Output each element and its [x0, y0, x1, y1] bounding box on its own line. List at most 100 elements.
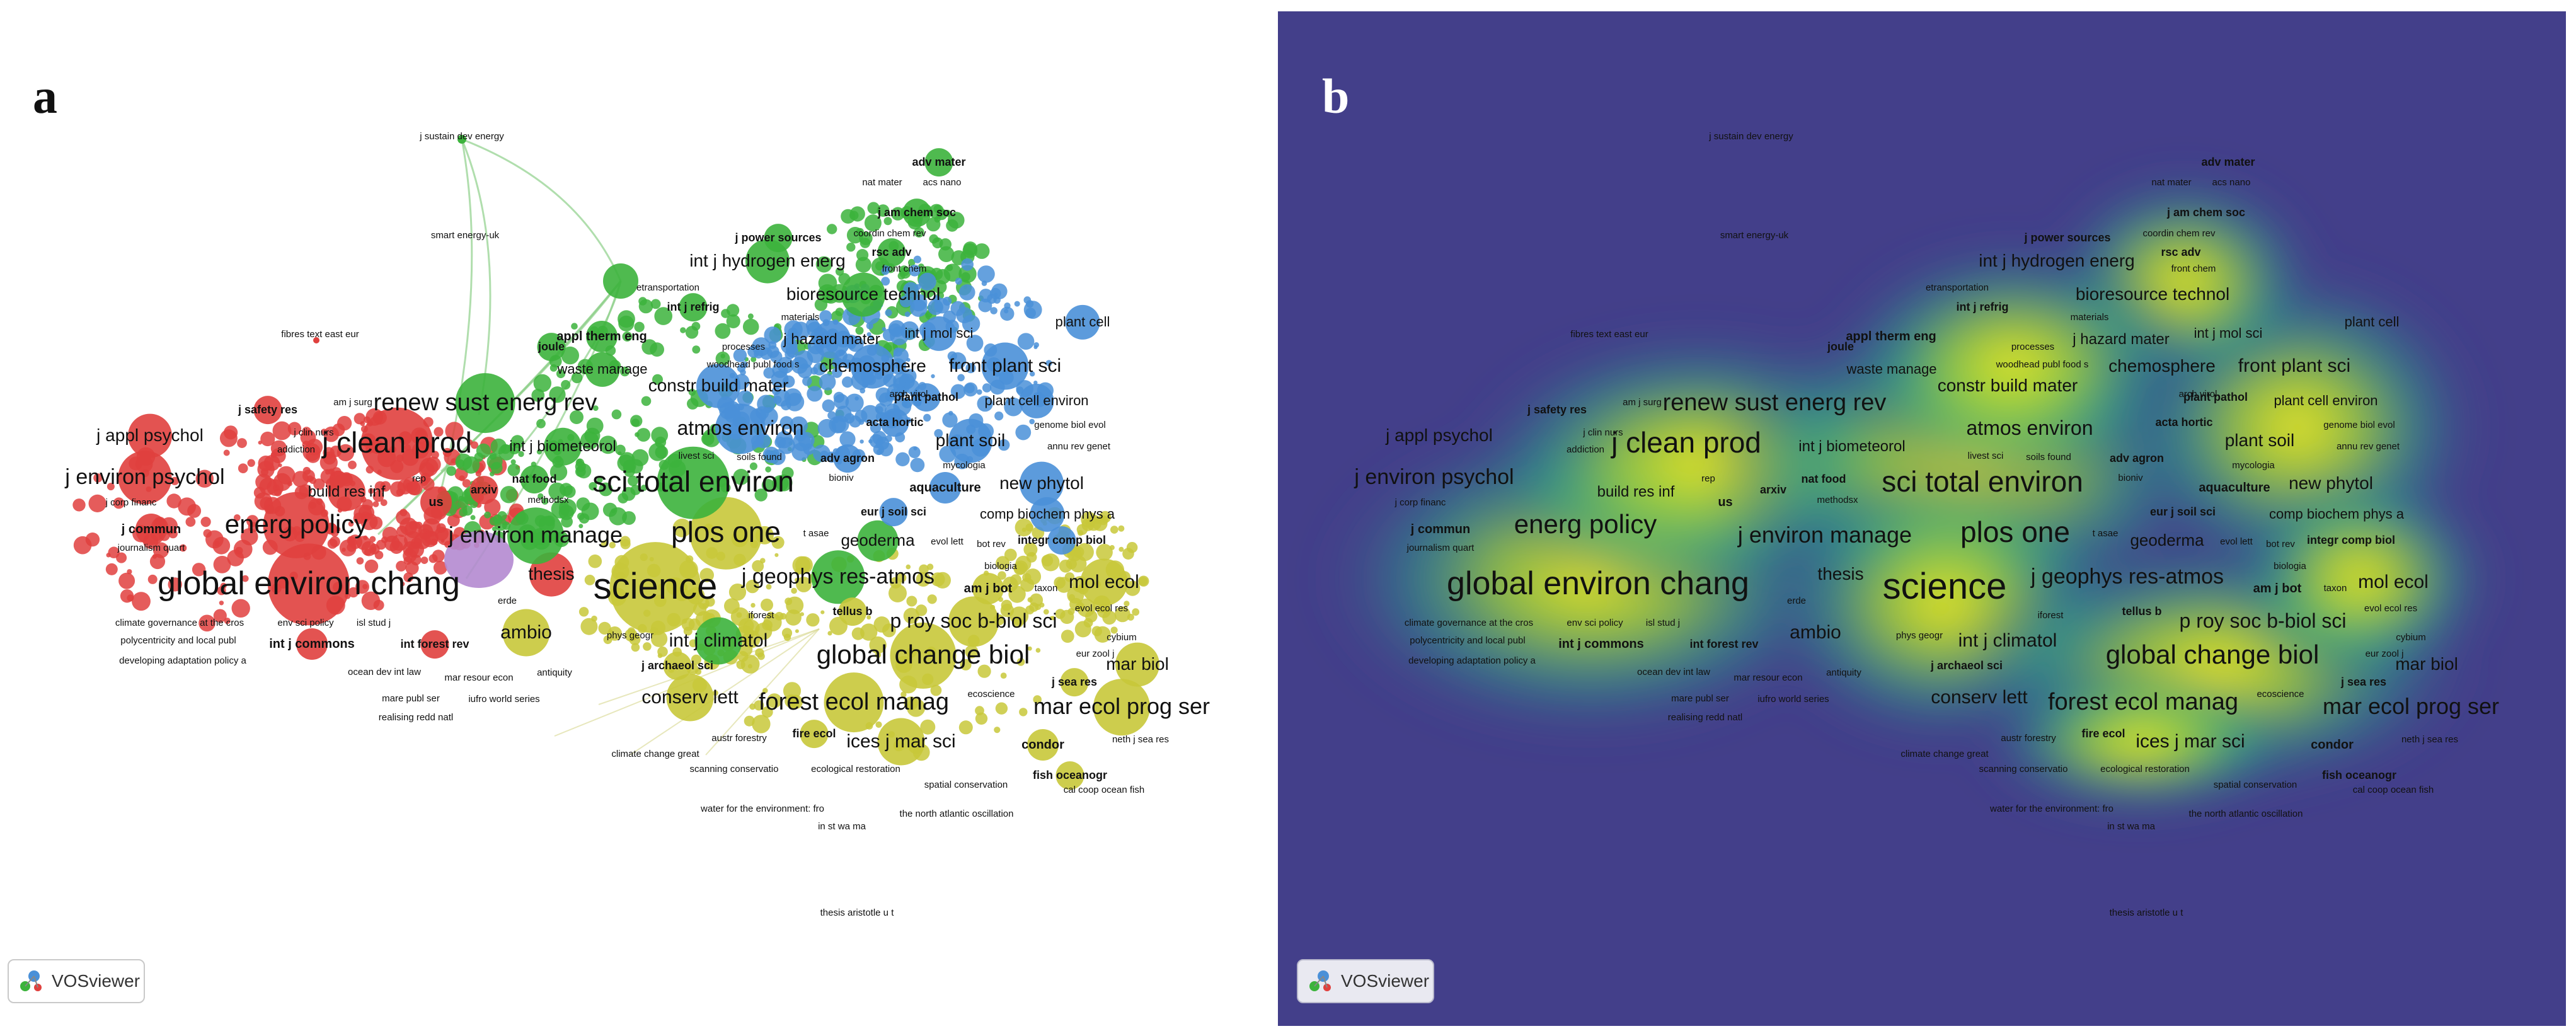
journal-node[interactable] [420, 630, 449, 659]
vosviewer-badge[interactable]: VOSviewer [8, 959, 145, 1003]
node-dot [950, 384, 966, 400]
node-dot [541, 498, 549, 505]
journal-node[interactable] [118, 451, 172, 505]
journal-node[interactable] [420, 486, 452, 518]
journal-label-small: processes [2011, 342, 2054, 352]
journal-node[interactable] [715, 403, 766, 454]
journal-node[interactable] [948, 418, 992, 463]
journal-node[interactable] [890, 622, 957, 689]
node-dot [93, 473, 103, 483]
journal-node[interactable] [924, 148, 953, 177]
journal-node[interactable] [1027, 729, 1059, 761]
journal-node[interactable] [877, 238, 906, 267]
journal-node[interactable] [696, 364, 740, 408]
journal-node[interactable] [1020, 461, 1064, 506]
journal-node[interactable] [877, 718, 925, 766]
journal-node[interactable] [912, 383, 941, 412]
journal-node[interactable] [544, 427, 582, 466]
node-dot [369, 536, 376, 543]
journal-node[interactable] [268, 543, 350, 626]
journal-node[interactable] [841, 272, 885, 317]
journal-label: arxiv [471, 483, 497, 496]
journal-node[interactable] [1115, 642, 1159, 687]
journal-node[interactable] [972, 573, 1004, 604]
journal-node[interactable] [507, 507, 564, 565]
node-dot [489, 517, 498, 526]
node-dot [800, 612, 805, 616]
journal-node[interactable] [502, 609, 550, 657]
journal-label: am j bot [2253, 582, 2302, 596]
journal-node[interactable] [253, 396, 282, 425]
node-dot [960, 659, 972, 671]
journal-node[interactable] [1093, 679, 1150, 736]
journal-node[interactable] [948, 596, 999, 647]
journal-node[interactable] [981, 342, 1029, 390]
network-map[interactable]: global environ chang j clean prod energ po… [0, 11, 1267, 1026]
journal-label: am j bot [964, 582, 1013, 596]
node-dot [300, 429, 316, 446]
journal-node[interactable] [666, 674, 714, 722]
journal-node[interactable] [929, 472, 961, 504]
network-visualization-panel[interactable]: global environ chang j clean prod energ po… [0, 11, 1267, 1026]
journal-node[interactable] [880, 408, 909, 437]
journal-node[interactable] [128, 413, 172, 458]
journal-node[interactable] [811, 550, 865, 604]
journal-node[interactable] [800, 720, 829, 749]
journal-label-small: evol ecol res [2364, 603, 2417, 614]
journal-node[interactable] [1030, 497, 1065, 532]
journal-node[interactable] [1065, 304, 1100, 340]
journal-node[interactable] [1019, 383, 1054, 418]
journal-label: global change biol [817, 640, 1030, 669]
journal-label: adv agron [820, 452, 875, 464]
node-dot [313, 478, 325, 490]
journal-node[interactable] [135, 514, 167, 545]
node-dot [783, 633, 791, 642]
node-dot [1050, 616, 1055, 621]
node-dot [624, 628, 638, 642]
journal-node[interactable] [263, 492, 330, 558]
node-dot [132, 592, 151, 611]
node-dot [498, 444, 515, 461]
journal-node[interactable] [520, 465, 549, 494]
journal-label: int j hydrogen energ [689, 251, 846, 270]
journal-node[interactable] [296, 628, 328, 660]
journal-label: geoderma [2130, 531, 2204, 550]
journal-node[interactable] [585, 352, 620, 387]
journal-node[interactable] [586, 321, 618, 352]
label-layer: global environ chang j clean prod energ po… [1354, 131, 2499, 918]
journal-node[interactable] [902, 199, 931, 227]
journal-node[interactable] [1055, 761, 1084, 790]
density-map[interactable]: global environ chang j clean prod energ po… [1278, 11, 2566, 1026]
journal-node[interactable] [851, 344, 895, 389]
journal-node[interactable] [360, 407, 434, 480]
journal-node[interactable] [663, 652, 692, 681]
journal-node[interactable] [469, 476, 498, 505]
journal-node[interactable] [679, 293, 708, 322]
journal-node[interactable] [455, 373, 515, 434]
journal-node[interactable] [838, 597, 867, 626]
vosviewer-badge[interactable]: VOSviewer [1297, 959, 1434, 1003]
journal-node[interactable] [879, 498, 908, 527]
density-visualization-panel[interactable]: global environ chang j clean prod energ po… [1278, 11, 2566, 1026]
node-dot [784, 388, 802, 406]
journal-label-small: coordin chem rev [2142, 228, 2216, 239]
journal-node[interactable] [824, 672, 884, 733]
journal-node[interactable] [609, 542, 701, 634]
journal-node[interactable] [1047, 526, 1076, 555]
journal-node[interactable] [537, 333, 566, 362]
journal-node[interactable] [694, 617, 742, 665]
journal-node[interactable] [833, 444, 862, 473]
journal-node[interactable] [1080, 558, 1128, 606]
journal-node[interactable] [657, 446, 730, 519]
node-dot [691, 654, 701, 665]
node-dot [672, 519, 692, 538]
journal-node[interactable] [813, 320, 851, 359]
journal-node[interactable] [1060, 668, 1089, 697]
journal-node[interactable] [764, 224, 793, 253]
journal-label-small: mar resour econ [1734, 672, 1802, 683]
journal-label-small: arch virol [2179, 389, 2217, 400]
journal-node[interactable] [328, 473, 365, 511]
node-dot [356, 557, 364, 565]
journal-node[interactable] [921, 316, 957, 351]
journal-node[interactable] [857, 520, 899, 561]
